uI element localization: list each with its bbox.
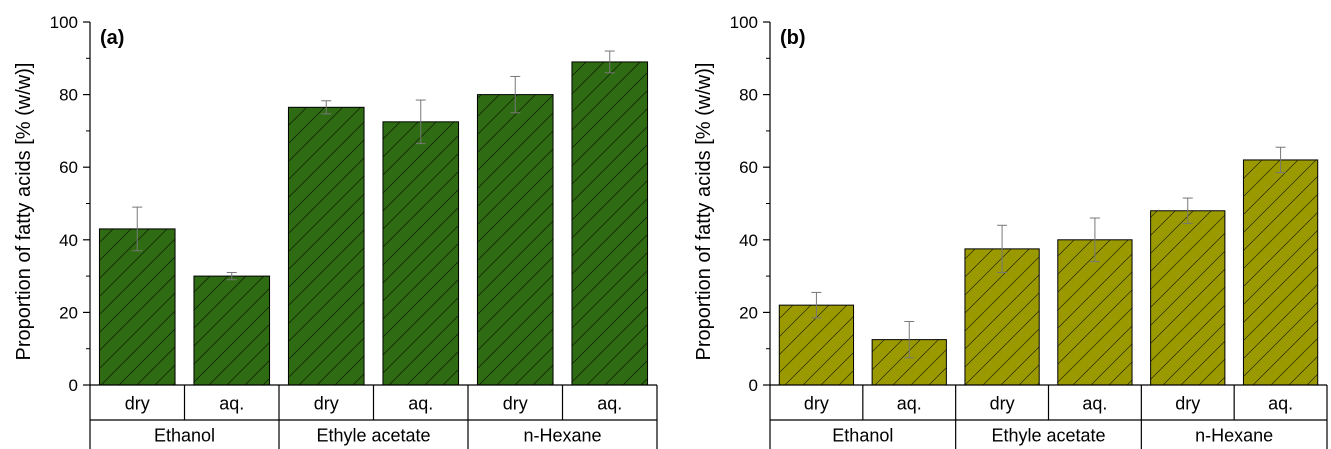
y-axis-title: Proportion of fatty acids [% (w/w)] bbox=[693, 63, 715, 361]
group-label: n-Hexane bbox=[523, 426, 601, 446]
bar-hatch bbox=[193, 275, 271, 386]
bar-hatch bbox=[287, 106, 365, 386]
category-label: dry bbox=[314, 394, 339, 414]
panel-a: 0 20 40 60 80 100 Proportion of fatty acids [%… bbox=[13, 13, 658, 449]
bar-hatch bbox=[98, 228, 176, 386]
y-tick-label: 0 bbox=[749, 376, 758, 395]
bar-hatch bbox=[1242, 159, 1319, 386]
panel-b: 0 20 40 60 80 100 Proportion of fatty acids [%… bbox=[693, 13, 1328, 449]
y-tick-label: 40 bbox=[739, 231, 758, 250]
group-label: Ethanol bbox=[154, 426, 215, 446]
group-label: Ethyle acetate bbox=[991, 426, 1105, 446]
bar-hatch bbox=[382, 121, 460, 386]
y-tick-label: 80 bbox=[59, 86, 78, 105]
panel-label: (a) bbox=[100, 27, 124, 49]
y-tick-label: 100 bbox=[730, 13, 758, 32]
bar-hatch bbox=[476, 94, 554, 386]
group-label: n-Hexane bbox=[1195, 426, 1273, 446]
category-label: dry bbox=[503, 394, 528, 414]
y-tick-label: 0 bbox=[69, 376, 78, 395]
y-tick-label: 80 bbox=[739, 86, 758, 105]
y-tick-label: 20 bbox=[59, 303, 78, 322]
category-label: aq. bbox=[219, 394, 244, 414]
category-label: aq. bbox=[597, 394, 622, 414]
y-tick-label: 100 bbox=[50, 13, 78, 32]
group-label: Ethyle acetate bbox=[316, 426, 430, 446]
y-tick-label: 60 bbox=[739, 158, 758, 177]
category-label: dry bbox=[1175, 394, 1200, 414]
bar-hatch bbox=[1150, 210, 1226, 386]
category-label: aq. bbox=[1268, 394, 1293, 414]
y-tick-label: 20 bbox=[739, 303, 758, 322]
category-label: dry bbox=[990, 394, 1015, 414]
category-label: aq. bbox=[1082, 394, 1107, 414]
y-axis-title: Proportion of fatty acids [% (w/w)] bbox=[13, 63, 35, 361]
bar-hatch bbox=[778, 304, 855, 386]
y-tick-label: 60 bbox=[59, 158, 78, 177]
panel-label: (b) bbox=[780, 27, 806, 49]
bar-hatch bbox=[1057, 239, 1133, 386]
y-tick-label: 40 bbox=[59, 231, 78, 250]
category-label: dry bbox=[804, 394, 829, 414]
category-label: aq. bbox=[408, 394, 433, 414]
bar-hatch bbox=[571, 61, 649, 386]
category-label: dry bbox=[125, 394, 150, 414]
group-label: Ethanol bbox=[832, 426, 893, 446]
category-label: aq. bbox=[897, 394, 922, 414]
